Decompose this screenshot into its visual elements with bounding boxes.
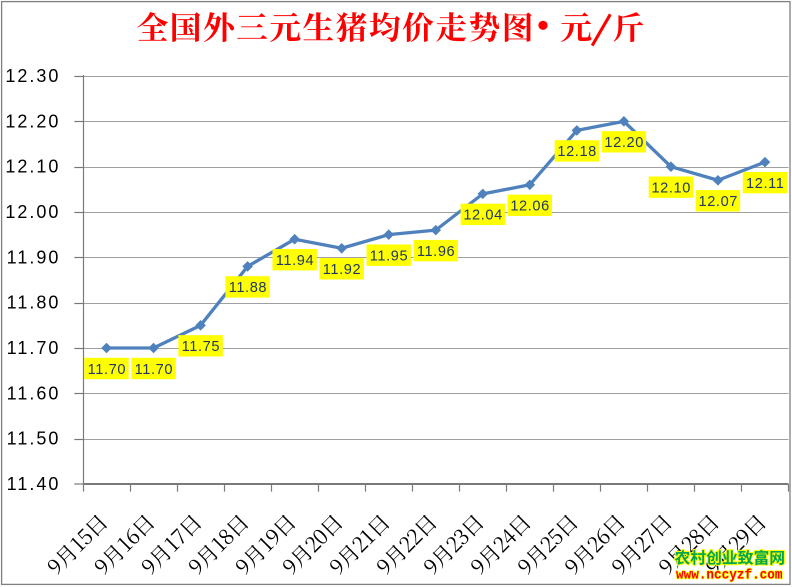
svg-text:12.04: 12.04 [463,208,503,224]
svg-text:11.80: 11.80 [7,293,61,313]
svg-text:11.95: 11.95 [370,248,408,264]
svg-text:12.20: 12.20 [5,111,60,131]
svg-text:11.75: 11.75 [182,339,220,355]
svg-text:11.88: 11.88 [229,280,267,296]
svg-text:11.50: 11.50 [7,429,61,449]
svg-text:12.10: 12.10 [651,180,691,196]
svg-text:11.40: 11.40 [7,474,61,494]
svg-text:11.70: 11.70 [7,338,61,358]
svg-text:12.30: 12.30 [5,66,60,86]
svg-text:12.20: 12.20 [604,135,644,151]
svg-text:www.nccyzf.com: www.nccyzf.com [676,567,783,583]
svg-text:11.94: 11.94 [276,253,314,269]
svg-text:12.06: 12.06 [510,199,550,215]
svg-text:11.70: 11.70 [88,362,126,378]
svg-text:12.10: 12.10 [5,157,60,177]
svg-text:11.70: 11.70 [135,362,173,378]
svg-text:12.11: 12.11 [746,176,784,192]
svg-text:12.00: 12.00 [5,202,60,222]
svg-text:12.18: 12.18 [557,144,597,160]
svg-text:11.96: 11.96 [417,244,455,260]
svg-text:12.07: 12.07 [698,194,738,210]
svg-text:11.60: 11.60 [7,383,61,403]
svg-text:11.92: 11.92 [323,262,361,278]
svg-text:11.90: 11.90 [7,247,61,267]
